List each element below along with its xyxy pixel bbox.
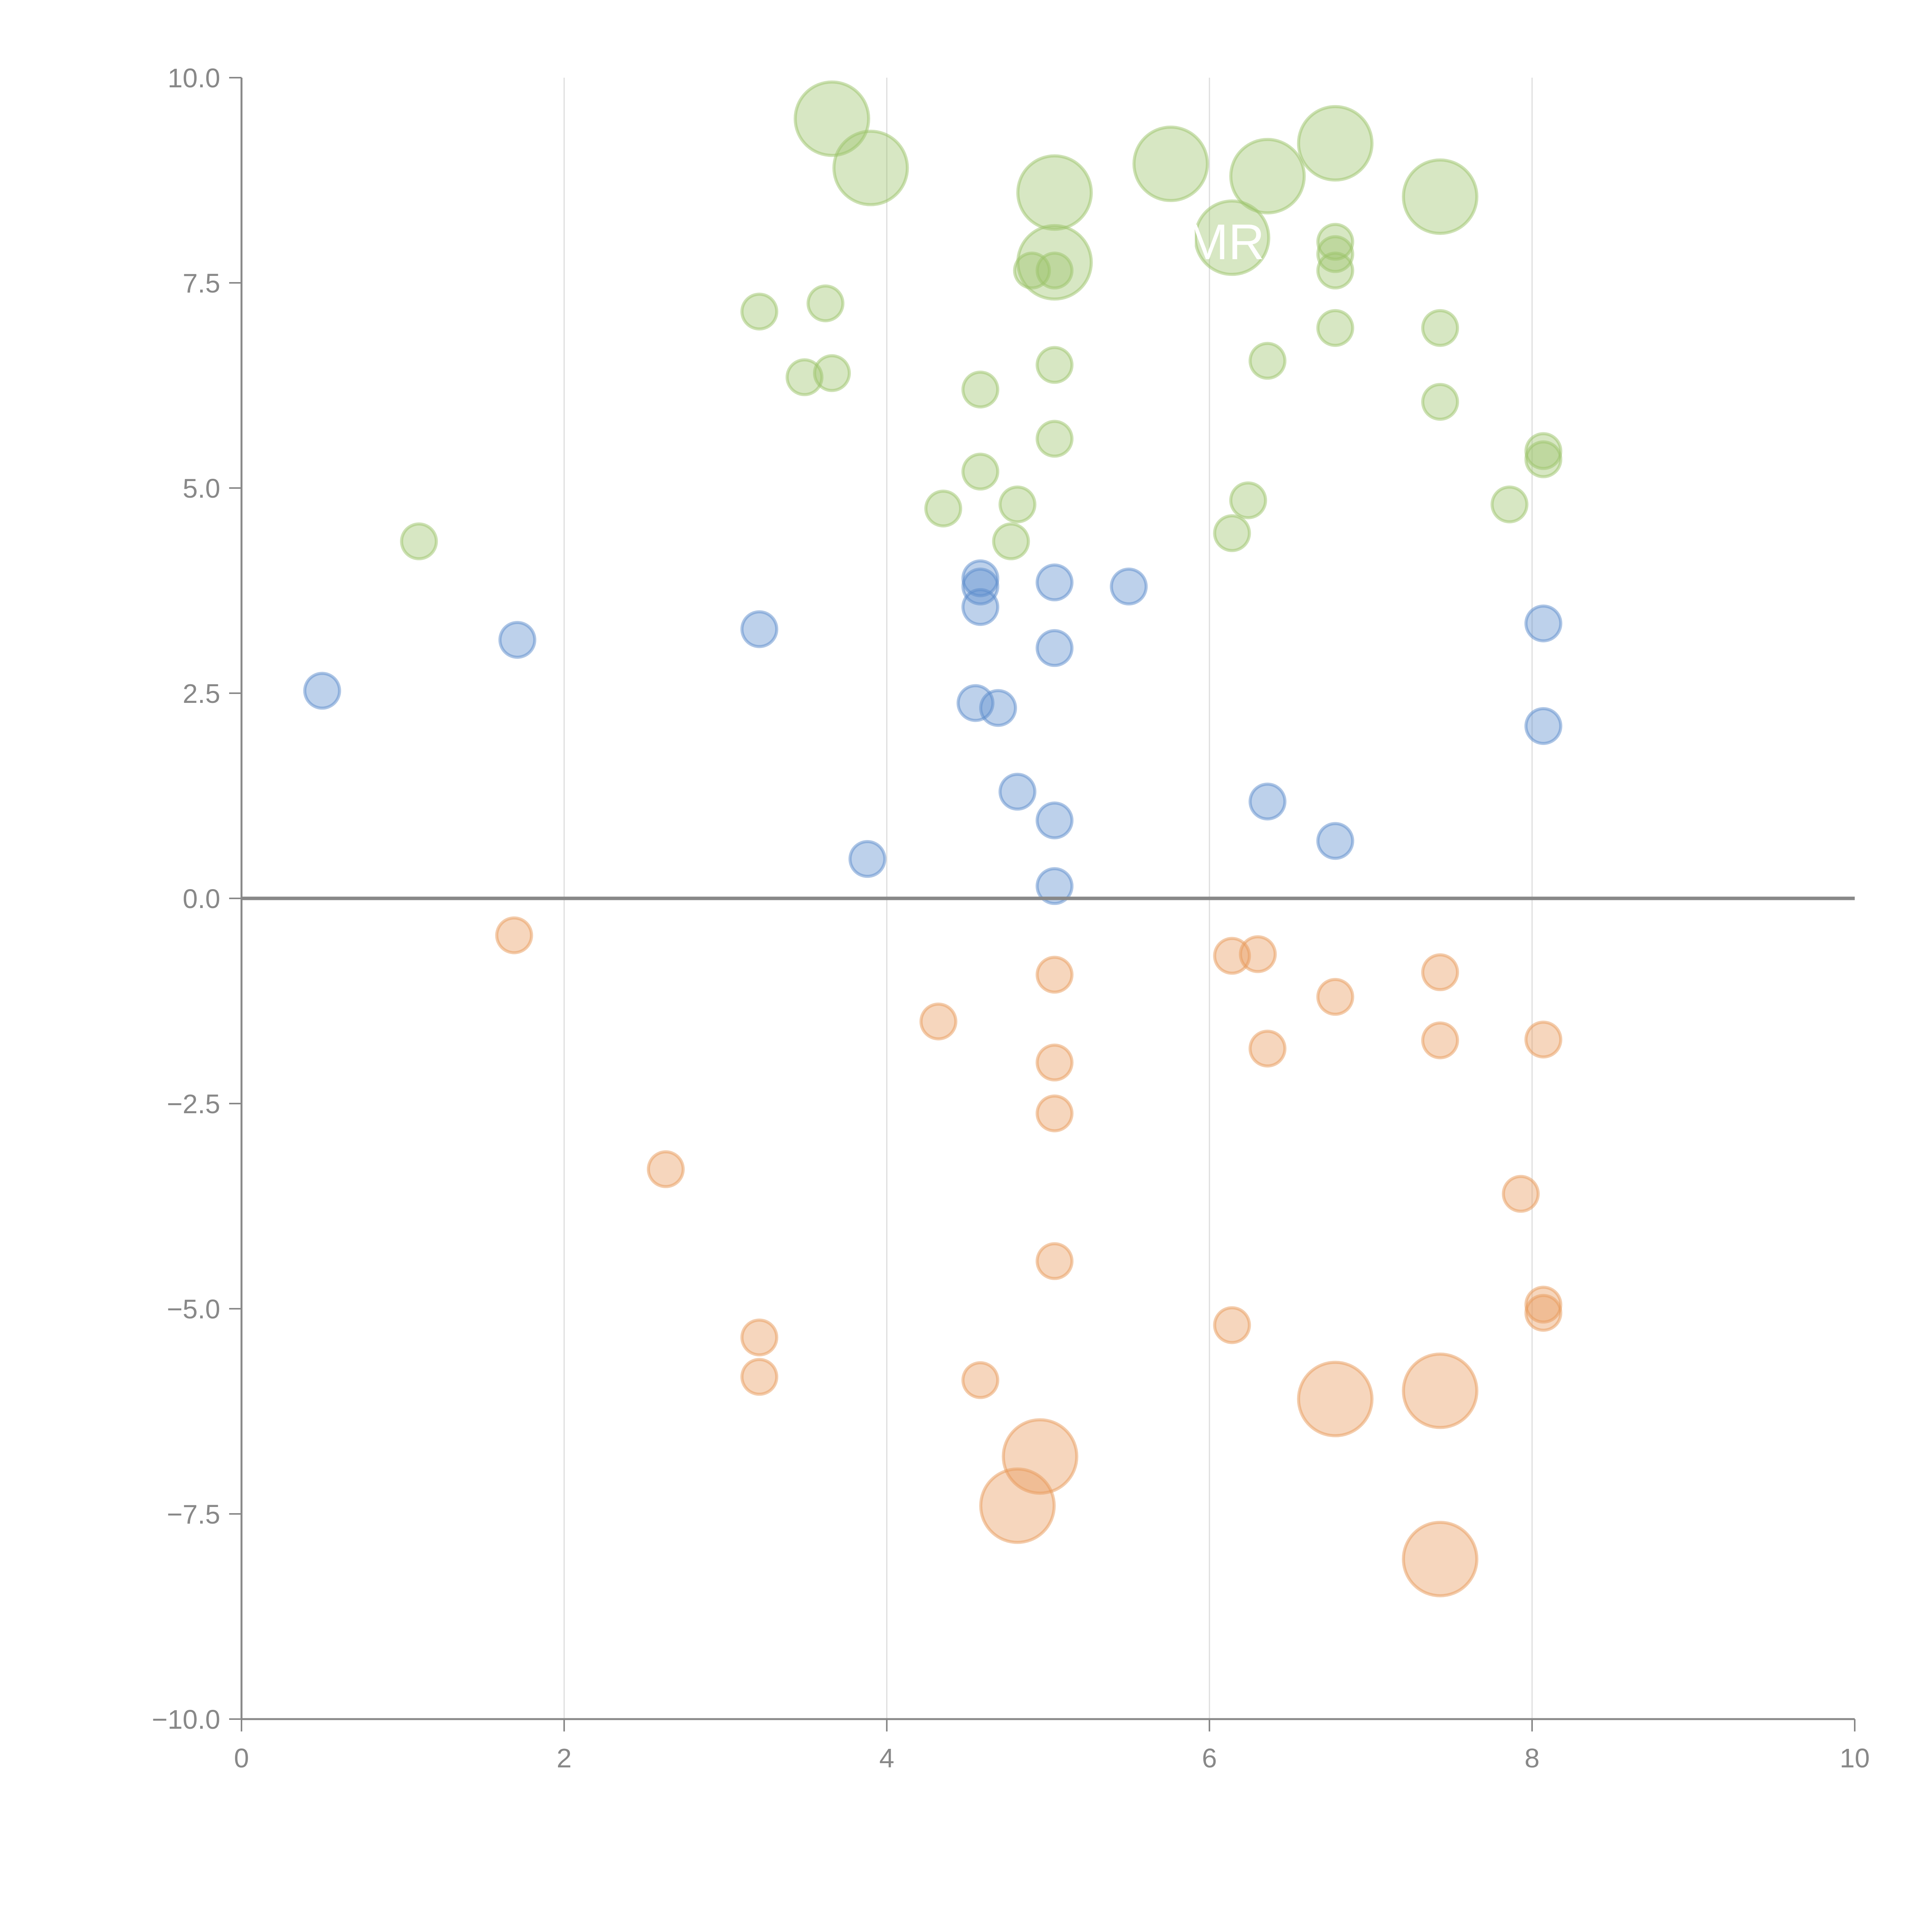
data-points (303, 80, 1563, 1597)
data-point-green (400, 522, 438, 561)
y-tick-label: −7.5 (167, 1499, 220, 1529)
x-tick-label: 2 (557, 1743, 572, 1773)
data-point-green (1524, 440, 1563, 478)
data-point-green (1490, 485, 1529, 524)
data-point-orange (647, 1150, 685, 1188)
data-point-orange (740, 1318, 779, 1357)
data-point-orange (1239, 935, 1277, 973)
x-tick-label: 10 (1840, 1743, 1870, 1773)
y-tick-label: −2.5 (167, 1089, 220, 1119)
point-annotation: MR (1187, 214, 1265, 270)
data-point-green (961, 452, 1000, 491)
data-point-orange (1421, 953, 1459, 992)
data-point-green (806, 284, 845, 323)
data-point-orange (1402, 1520, 1479, 1597)
axes (229, 77, 1855, 1731)
data-point-orange (1036, 1043, 1074, 1082)
data-point-green (924, 490, 963, 528)
data-point-orange (1402, 1352, 1479, 1429)
data-point-green (1016, 154, 1093, 231)
data-point-green (998, 485, 1037, 524)
data-point-blue (1036, 563, 1074, 602)
data-point-green (1316, 252, 1354, 290)
data-point-green (1036, 420, 1074, 458)
data-point-blue (1036, 867, 1074, 905)
annotations: MR (1187, 214, 1265, 270)
data-point-green (1194, 199, 1270, 276)
data-point-orange (919, 1002, 957, 1041)
data-point-orange (1002, 1418, 1078, 1495)
data-point-orange (1297, 1361, 1374, 1437)
data-point-orange (1316, 978, 1354, 1016)
data-point-orange (1036, 956, 1074, 994)
data-point-green (992, 522, 1030, 561)
y-tick-label: −5.0 (167, 1294, 220, 1324)
data-point-blue (956, 684, 995, 722)
data-point-blue (1036, 629, 1074, 667)
data-point-orange (1524, 1020, 1563, 1059)
data-point-orange (1524, 1294, 1563, 1332)
data-point-orange (1036, 1242, 1074, 1280)
y-tick-label: −10.0 (152, 1704, 220, 1735)
data-point-blue (961, 559, 1000, 597)
data-point-orange (1036, 1094, 1074, 1133)
data-point-blue (1524, 707, 1563, 745)
data-point-green (1524, 432, 1563, 470)
data-point-green (1297, 105, 1374, 182)
tick-labels: 0 2 4 6 8 10 10.0 7.5 5.0 2.5 0.0 −2.5 −5.0 −7.5 −10.0 (152, 63, 1870, 1773)
data-point-green (1229, 481, 1267, 519)
y-tick-label: 5.0 (183, 473, 220, 503)
y-tick-label: 7.5 (183, 268, 220, 298)
data-point-blue (848, 840, 886, 878)
data-point-green (832, 129, 909, 206)
data-point-green (1132, 126, 1209, 202)
data-point-blue (1316, 822, 1354, 860)
data-point-blue (979, 689, 1017, 727)
x-tick-label: 6 (1202, 1743, 1217, 1773)
data-point-green (1248, 342, 1287, 380)
data-point-green (1213, 514, 1251, 552)
data-point-green (1316, 309, 1354, 347)
y-tick-label: 0.0 (183, 884, 220, 914)
y-tick-label: 2.5 (183, 679, 220, 709)
data-point-blue (961, 567, 1000, 605)
x-tick-label: 8 (1525, 1743, 1540, 1773)
data-point-blue (1248, 782, 1287, 821)
data-point-green (1036, 252, 1074, 290)
x-tick-label: 0 (234, 1743, 249, 1773)
data-point-green (1421, 309, 1459, 347)
data-point-green (961, 371, 1000, 409)
data-point-green (740, 293, 779, 331)
data-point-orange (1213, 1306, 1251, 1344)
data-point-blue (1524, 604, 1563, 643)
data-point-green (1036, 346, 1074, 384)
data-point-orange (1421, 1021, 1459, 1060)
data-point-blue (303, 672, 341, 710)
data-point-green (1229, 138, 1306, 214)
data-point-blue (961, 588, 1000, 626)
data-point-orange (1524, 1286, 1563, 1324)
x-tick-label: 4 (879, 1743, 895, 1773)
y-tick-label: 10.0 (168, 63, 220, 93)
data-point-orange (979, 1467, 1056, 1544)
data-point-orange (1248, 1029, 1287, 1068)
data-point-blue (998, 772, 1037, 811)
data-point-orange (740, 1358, 779, 1396)
data-point-blue (740, 610, 779, 648)
data-point-blue (1036, 801, 1074, 840)
data-point-green (1316, 223, 1354, 261)
data-point-orange (495, 916, 533, 954)
data-point-green (1421, 383, 1459, 421)
data-point-green (1402, 158, 1479, 235)
data-point-green (786, 358, 824, 396)
data-point-orange (1502, 1175, 1540, 1213)
data-point-orange (961, 1361, 1000, 1399)
data-point-blue (1110, 567, 1148, 605)
data-point-green (813, 354, 851, 392)
data-point-blue (498, 621, 536, 659)
